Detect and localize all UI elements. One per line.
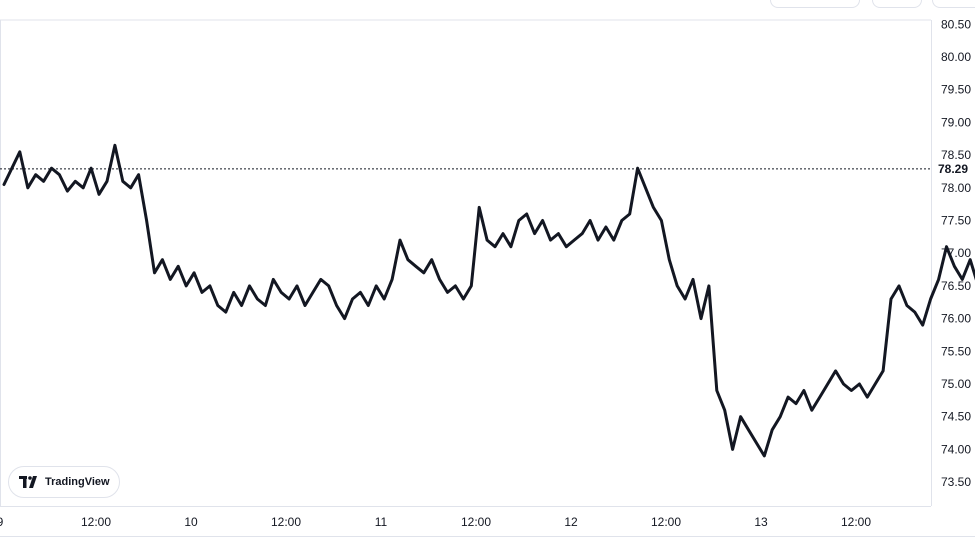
- price-axis: 80.5080.0079.5079.0078.5078.0077.5077.00…: [941, 17, 971, 489]
- top-toolbar-button-3[interactable]: [932, 0, 975, 8]
- current-price-label: [934, 159, 975, 178]
- time-tick-label: 12:00: [841, 515, 871, 529]
- price-tick-label: 80.50: [941, 17, 971, 31]
- tradingview-badge[interactable]: TradingView: [8, 466, 120, 498]
- time-tick-label: 13: [754, 515, 768, 529]
- time-tick-label: 12:00: [651, 515, 681, 529]
- time-tick-label: 12:00: [81, 515, 111, 529]
- price-tick-label: 74.00: [941, 442, 971, 456]
- time-tick-label: 12:00: [461, 515, 491, 529]
- price-tick-label: 74.50: [941, 410, 971, 424]
- tradingview-logo-icon: [19, 476, 37, 488]
- time-tick-label: 12:00: [271, 515, 301, 529]
- time-tick-label: 9: [0, 515, 4, 529]
- price-tick-label: 78.00: [941, 181, 971, 195]
- time-tick-label: 10: [184, 515, 198, 529]
- price-tick-label: 76.00: [941, 312, 971, 326]
- price-tick-label: 75.00: [941, 377, 971, 391]
- price-tick-label: 76.50: [941, 279, 971, 293]
- time-axis: 9 12:00 10 12:00 11 12:00 12 12:00 13 12:00: [0, 515, 871, 529]
- price-tick-label: 77.50: [941, 214, 971, 228]
- tradingview-logo-text: TradingView: [45, 476, 110, 488]
- price-tick-label: 80.00: [941, 50, 971, 64]
- time-tick-label: 11: [375, 515, 388, 529]
- price-tick-label: 79.00: [941, 115, 971, 129]
- price-tick-label: 79.50: [941, 83, 971, 97]
- price-tick-label: 75.50: [941, 344, 971, 358]
- price-series-line: [2, 143, 975, 458]
- current-price-label-text: 78.29: [938, 162, 968, 176]
- price-tick-label: 78.50: [941, 148, 971, 162]
- time-tick-label: 12: [564, 515, 578, 529]
- price-tick-label: 73.50: [941, 475, 971, 489]
